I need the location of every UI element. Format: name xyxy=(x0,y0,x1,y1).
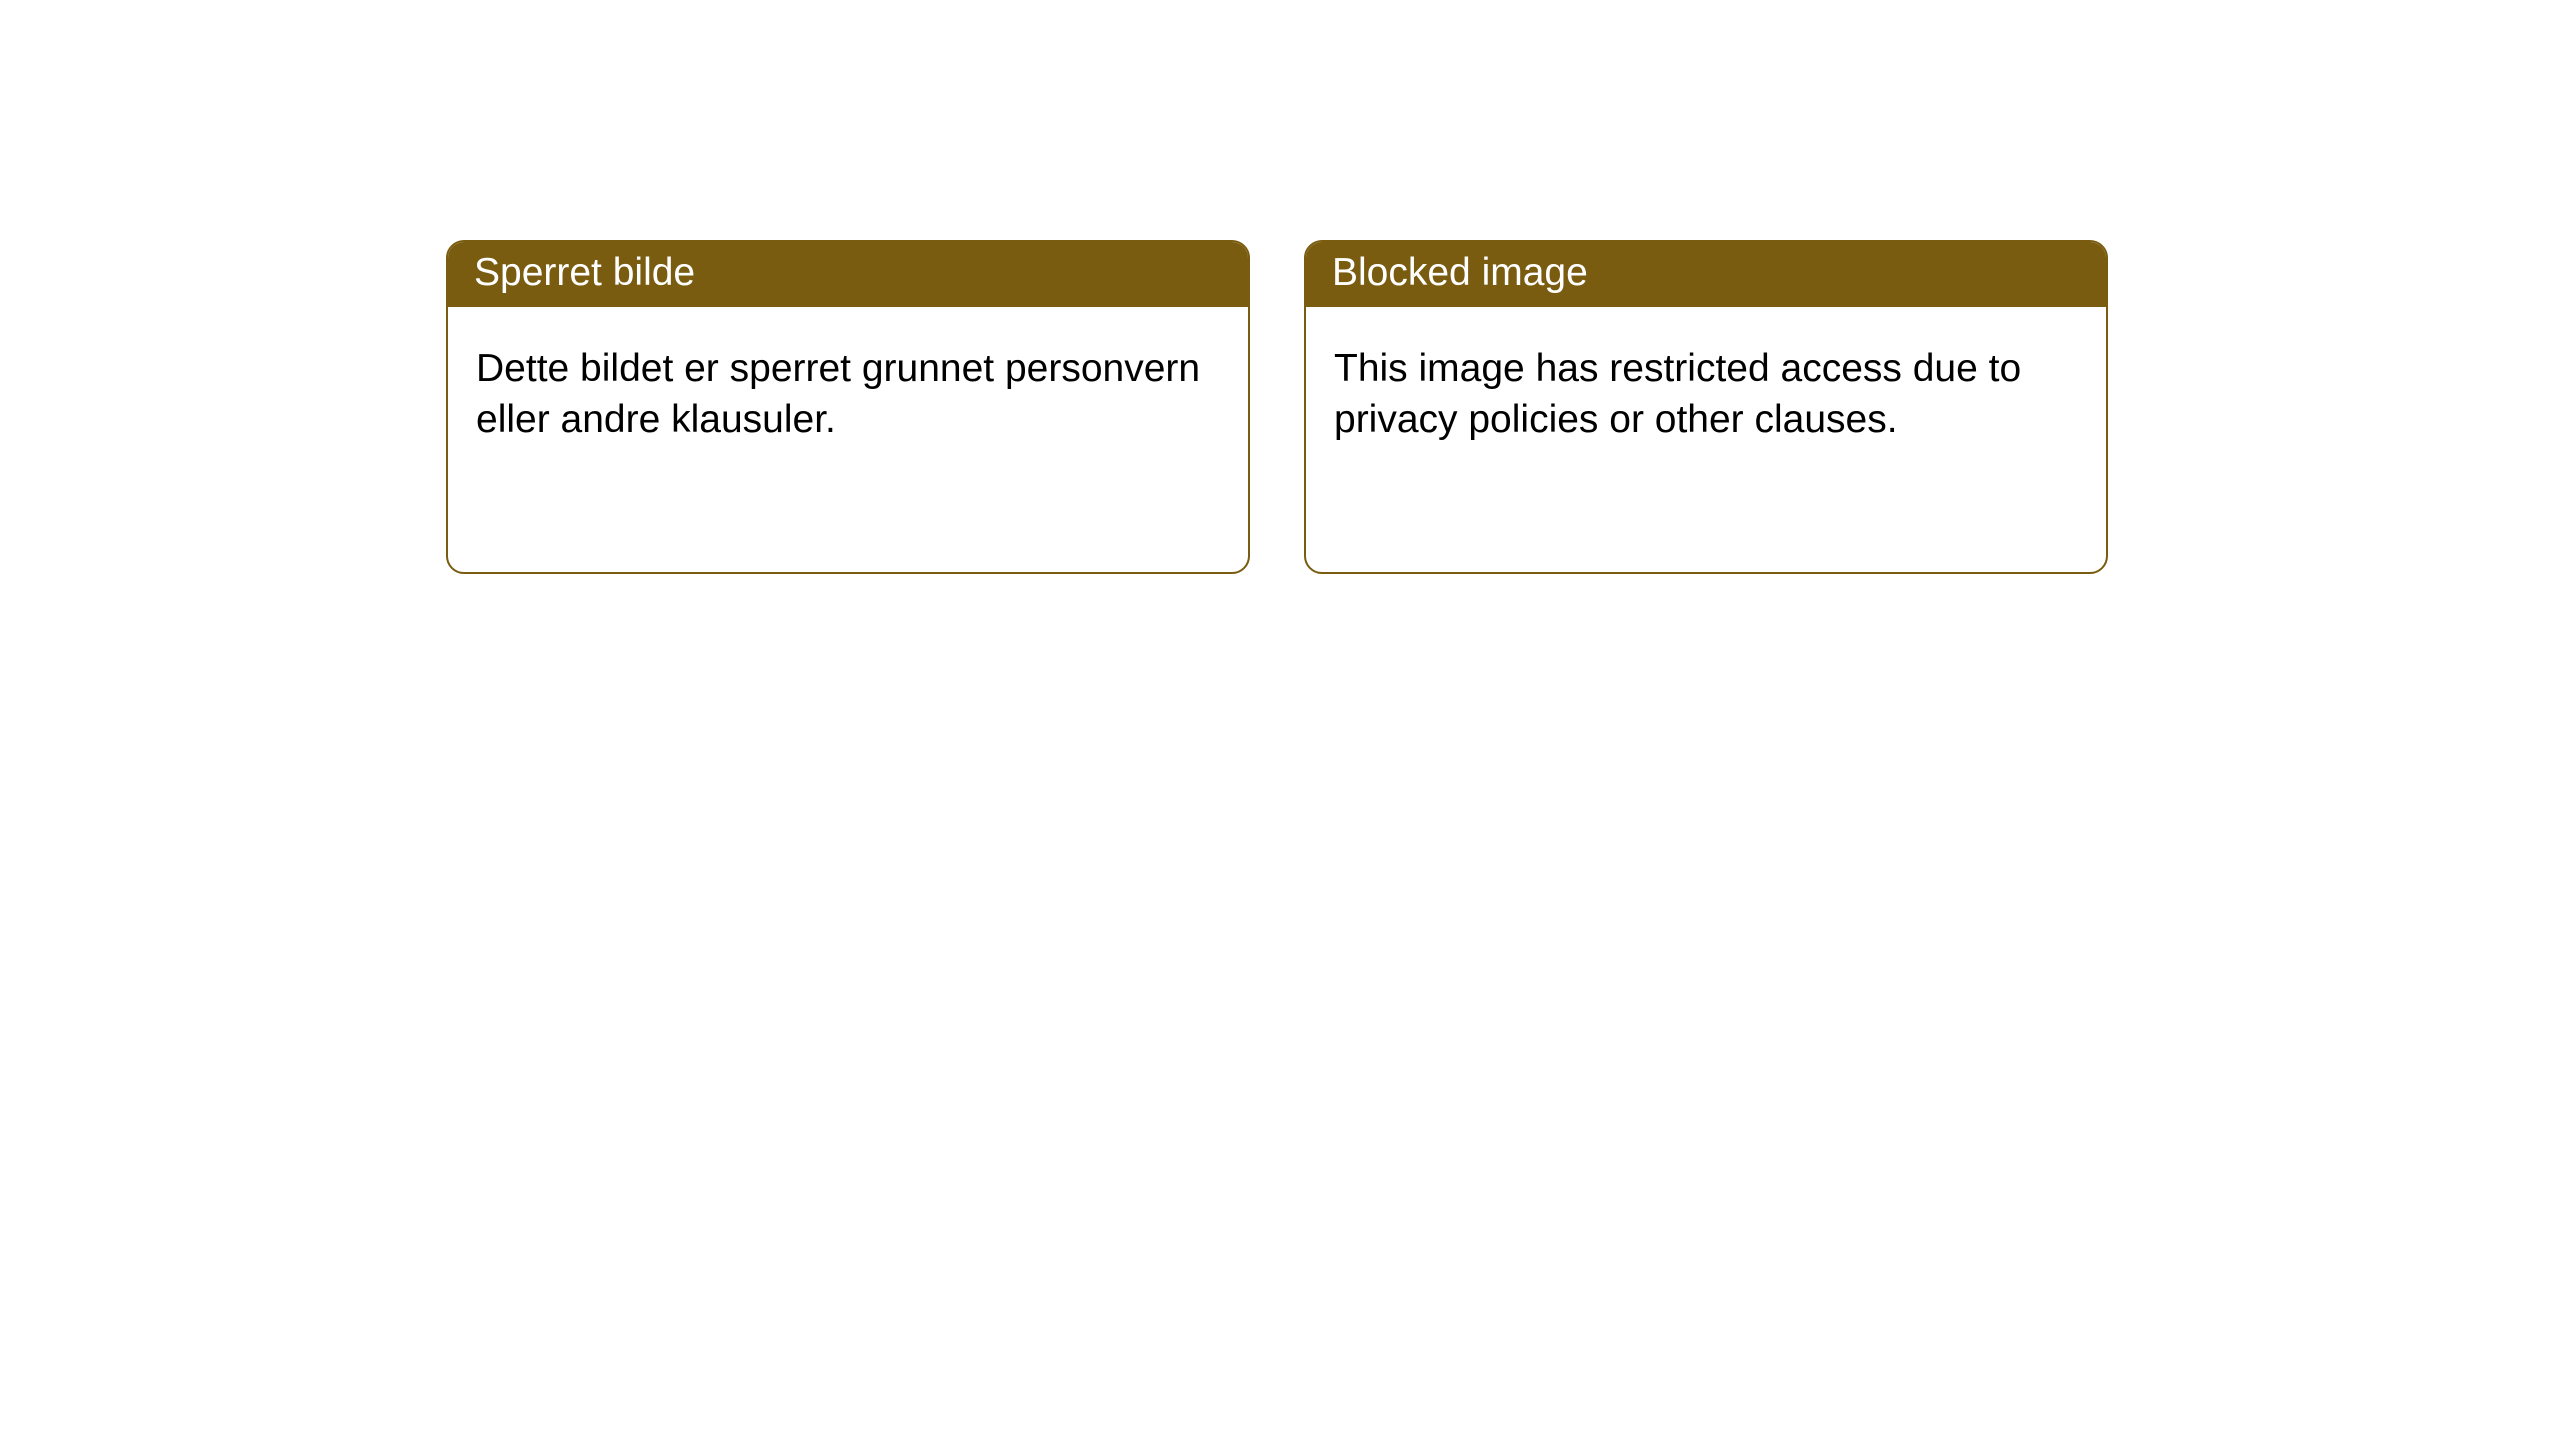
notice-container: Sperret bilde Dette bildet er sperret gr… xyxy=(0,0,2560,574)
notice-message: This image has restricted access due to … xyxy=(1306,307,2106,466)
notice-title: Blocked image xyxy=(1306,242,2106,307)
notice-message: Dette bildet er sperret grunnet personve… xyxy=(448,307,1248,466)
notice-title: Sperret bilde xyxy=(448,242,1248,307)
notice-card-norwegian: Sperret bilde Dette bildet er sperret gr… xyxy=(446,240,1250,574)
notice-card-english: Blocked image This image has restricted … xyxy=(1304,240,2108,574)
